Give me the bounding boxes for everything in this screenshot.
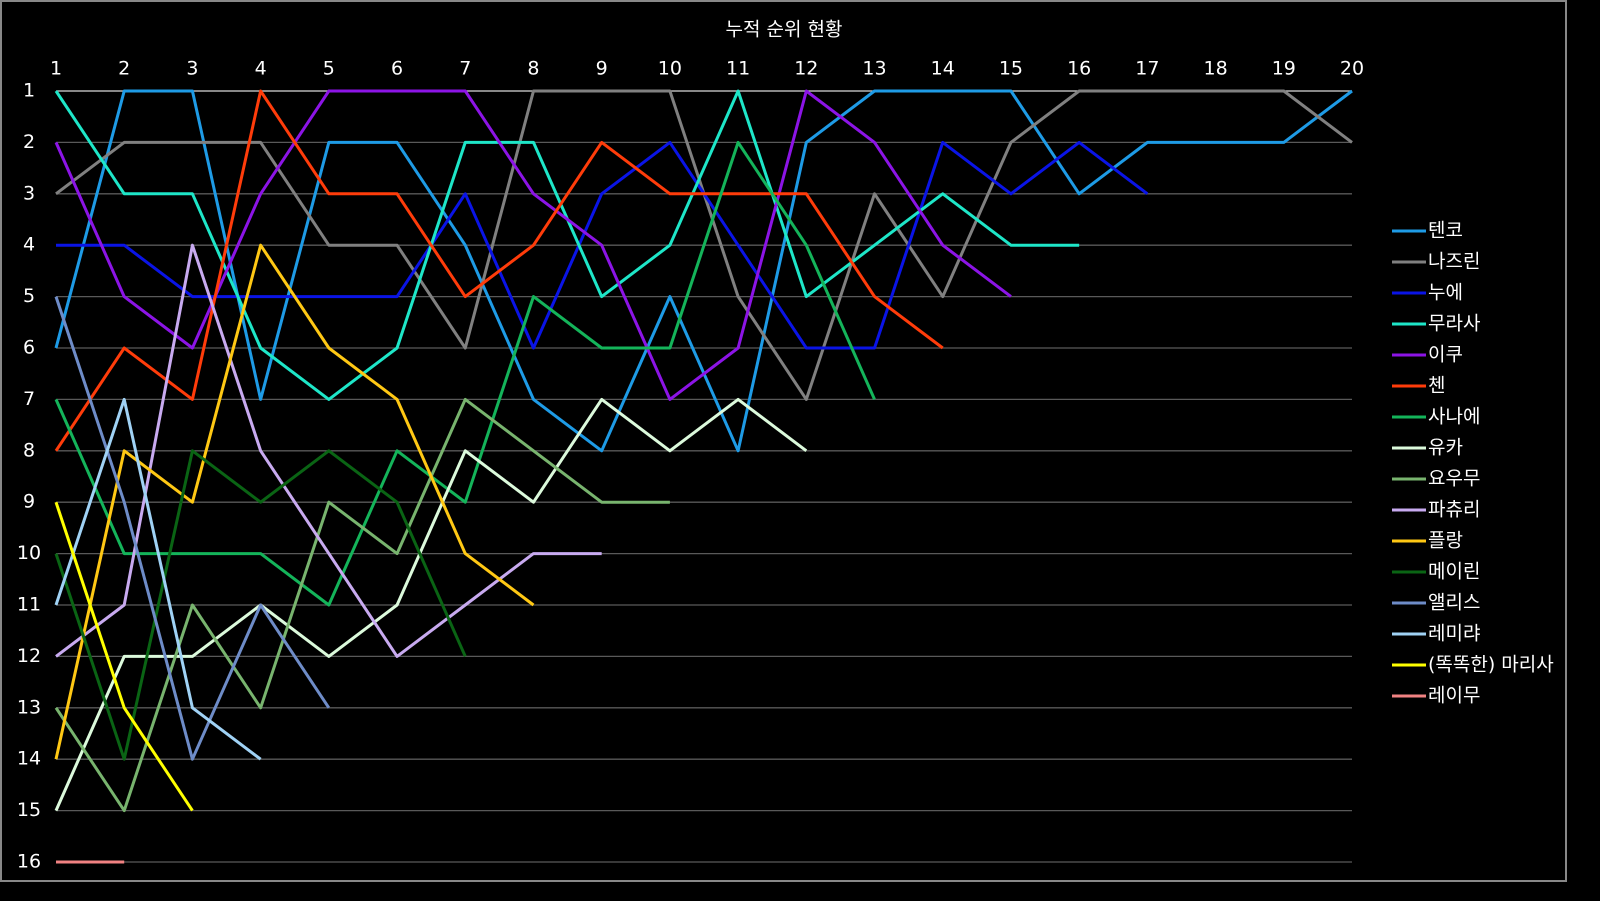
legend-label: 파츄리: [1428, 499, 1480, 521]
legend-label: 유카: [1428, 437, 1463, 459]
x-tick-label: 15: [999, 58, 1023, 80]
legend-label: 레이무: [1428, 685, 1480, 707]
legend-label: 플랑: [1428, 530, 1463, 552]
y-tick-label: 13: [17, 696, 41, 718]
chart-frame: [0, 0, 1567, 882]
x-tick-label: 13: [862, 58, 886, 80]
legend-label: (똑똑한) 마리사: [1428, 654, 1554, 676]
legend-label: 요우무: [1428, 468, 1480, 490]
x-tick-label: 17: [1135, 58, 1159, 80]
y-tick-label: 9: [23, 491, 35, 513]
chart-title: 누적 순위 현황: [726, 19, 843, 41]
x-tick-label: 14: [931, 58, 955, 80]
x-tick-label: 9: [596, 58, 608, 80]
x-tick-label: 18: [1203, 58, 1227, 80]
y-tick-label: 12: [17, 645, 41, 667]
x-tick-label: 2: [118, 58, 130, 80]
series-line: [55, 243, 602, 658]
y-tick-label: 11: [17, 594, 41, 616]
x-tick-label: 20: [1340, 58, 1364, 80]
x-tick-label: 6: [391, 58, 403, 80]
legend-label: 누에: [1428, 282, 1463, 304]
legend-label: 이쿠: [1428, 344, 1463, 366]
x-tick-label: 16: [1067, 58, 1091, 80]
y-tick-label: 8: [23, 439, 35, 461]
series-line: [54, 449, 467, 761]
y-tick-label: 7: [23, 388, 35, 410]
series-line: [54, 397, 262, 761]
series-line: [54, 501, 194, 812]
y-tick-label: 1: [23, 80, 35, 102]
legend-label: 나즈린: [1428, 251, 1480, 273]
y-tick-label: 5: [23, 285, 35, 307]
y-tick-label: 15: [17, 799, 41, 821]
y-tick-label: 4: [23, 234, 35, 256]
series-line: [54, 140, 876, 607]
legend-label: 앨리스: [1428, 592, 1480, 614]
y-tick-label: 6: [23, 337, 35, 359]
series-line: [54, 243, 535, 760]
x-tick-label: 12: [794, 58, 818, 80]
x-tick-label: 7: [459, 58, 471, 80]
x-tick-label: 11: [726, 58, 750, 80]
y-tick-label: 2: [23, 131, 35, 153]
legend-label: 레미랴: [1428, 623, 1480, 645]
legend-label: 무라사: [1428, 313, 1480, 335]
x-tick-label: 19: [1272, 58, 1296, 80]
legend-label: 메이린: [1428, 561, 1480, 583]
y-tick-label: 10: [17, 542, 41, 564]
series-line: [54, 89, 944, 452]
legend-label: 첸: [1428, 375, 1445, 397]
series-line: [54, 397, 670, 813]
x-tick-label: 5: [323, 58, 335, 80]
legend-label: 텐코: [1428, 220, 1463, 242]
x-tick-label: 8: [527, 58, 539, 80]
x-tick-label: 4: [255, 58, 267, 80]
x-tick-label: 10: [658, 58, 682, 80]
y-tick-label: 14: [17, 748, 41, 770]
x-tick-label: 3: [186, 58, 198, 80]
series-line: [54, 296, 331, 761]
y-tick-label: 16: [17, 851, 41, 873]
legend-label: 사나에: [1428, 406, 1480, 428]
y-tick-label: 3: [23, 182, 35, 204]
x-tick-label: 1: [50, 58, 62, 80]
